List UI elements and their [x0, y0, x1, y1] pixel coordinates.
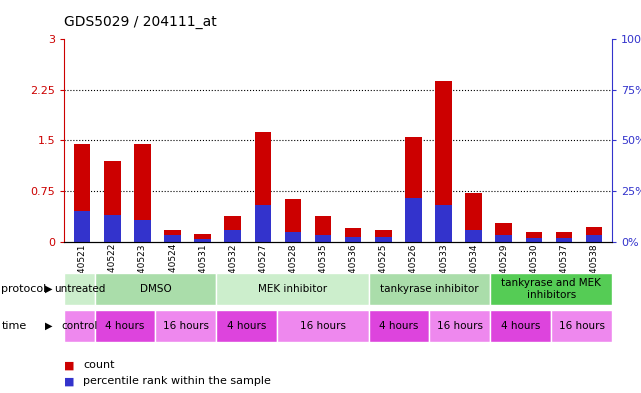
Text: 4 hours: 4 hours [501, 321, 540, 331]
Bar [254, 132, 271, 242]
Bar [134, 220, 151, 242]
Bar [586, 235, 603, 242]
Bar [369, 310, 429, 342]
Bar [405, 137, 422, 242]
Text: ▶: ▶ [45, 321, 53, 331]
Text: ▶: ▶ [45, 284, 53, 294]
Text: DMSO: DMSO [140, 284, 171, 294]
Bar [285, 231, 301, 242]
Bar [465, 230, 482, 242]
Text: MEK inhibitor: MEK inhibitor [258, 284, 327, 294]
Bar [375, 237, 392, 242]
Bar [285, 199, 301, 242]
Bar [435, 205, 452, 242]
Bar [556, 238, 572, 242]
Text: untreated: untreated [54, 284, 105, 294]
Text: 4 hours: 4 hours [227, 321, 267, 331]
Bar [345, 237, 362, 242]
Text: control: control [61, 321, 97, 331]
Bar [490, 310, 551, 342]
Text: count: count [83, 360, 115, 371]
Bar [526, 238, 542, 242]
Bar [155, 310, 216, 342]
Bar [490, 273, 612, 305]
Text: protocol: protocol [1, 284, 47, 294]
Bar [435, 81, 452, 242]
Bar [104, 161, 121, 242]
Text: ■: ■ [64, 360, 74, 371]
Bar [104, 215, 121, 242]
Text: time: time [1, 321, 26, 331]
Text: 16 hours: 16 hours [437, 321, 483, 331]
Bar [556, 232, 572, 242]
Bar [134, 144, 151, 242]
Bar [369, 273, 490, 305]
Bar [254, 205, 271, 242]
Text: percentile rank within the sample: percentile rank within the sample [83, 376, 271, 386]
Text: 4 hours: 4 hours [379, 321, 419, 331]
Bar [194, 233, 211, 242]
Text: ■: ■ [64, 376, 74, 386]
Bar [224, 216, 241, 242]
Text: 16 hours: 16 hours [559, 321, 604, 331]
Bar [405, 198, 422, 242]
Bar [194, 239, 211, 242]
Bar [495, 223, 512, 242]
Bar [164, 230, 181, 242]
Bar [224, 230, 241, 242]
Bar [315, 235, 331, 242]
Bar [465, 193, 482, 242]
Bar [315, 216, 331, 242]
Text: GDS5029 / 204111_at: GDS5029 / 204111_at [64, 15, 217, 29]
Bar [64, 310, 95, 342]
Text: tankyrase inhibitor: tankyrase inhibitor [380, 284, 479, 294]
Bar [164, 235, 181, 242]
Bar [429, 310, 490, 342]
Bar [74, 211, 90, 242]
Bar [526, 232, 542, 242]
Bar [74, 144, 90, 242]
Text: tankyrase and MEK
inhibitors: tankyrase and MEK inhibitors [501, 278, 601, 299]
Bar [586, 227, 603, 242]
Bar [375, 230, 392, 242]
Bar [551, 310, 612, 342]
Bar [277, 310, 369, 342]
Text: 16 hours: 16 hours [300, 321, 346, 331]
Text: 16 hours: 16 hours [163, 321, 209, 331]
Bar [95, 310, 155, 342]
Bar [495, 235, 512, 242]
Bar [95, 273, 216, 305]
Bar [64, 273, 95, 305]
Bar [345, 228, 362, 242]
Bar [216, 310, 277, 342]
Bar [216, 273, 369, 305]
Text: 4 hours: 4 hours [105, 321, 145, 331]
